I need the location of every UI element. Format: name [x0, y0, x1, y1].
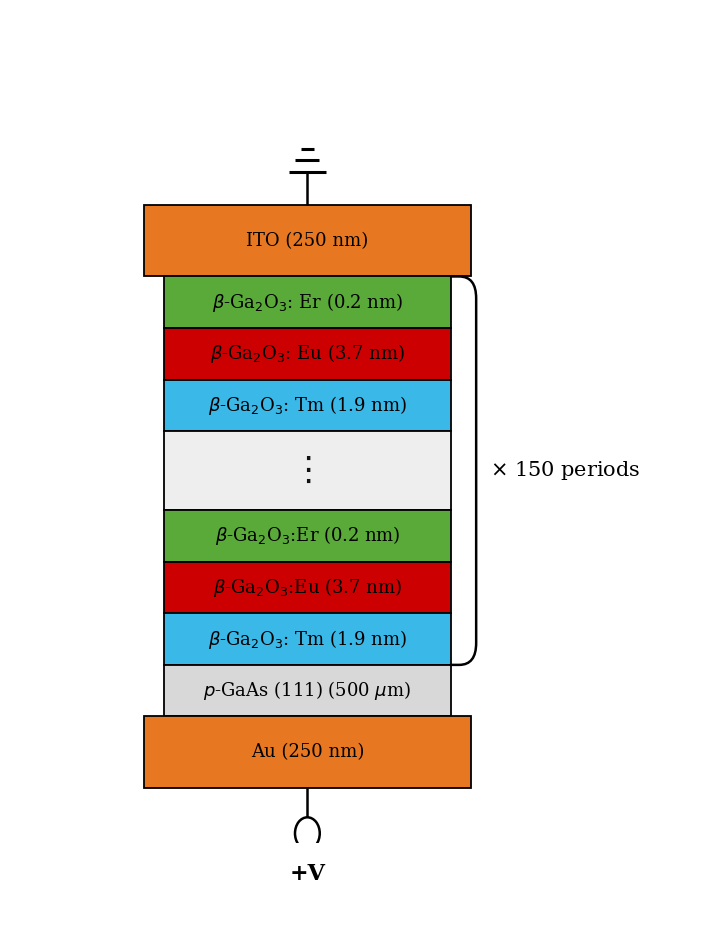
Bar — [164, 614, 451, 665]
Text: $p$-GaAs (111) (500 $\mu$m): $p$-GaAs (111) (500 $\mu$m) — [203, 679, 412, 702]
Bar — [164, 562, 451, 614]
Bar — [164, 328, 451, 380]
Text: $\beta$-Ga$_2$O$_3$: Er (0.2 nm): $\beta$-Ga$_2$O$_3$: Er (0.2 nm) — [212, 291, 403, 313]
Bar — [164, 665, 451, 717]
Text: $\beta$-Ga$_2$O$_3$:Eu (3.7 nm): $\beta$-Ga$_2$O$_3$:Eu (3.7 nm) — [213, 576, 402, 599]
Text: +V: +V — [290, 863, 325, 884]
Bar — [164, 380, 451, 431]
Text: Au (250 nm): Au (250 nm) — [250, 743, 364, 761]
Text: $\beta$-Ga$_2$O$_3$: Tm (1.9 nm): $\beta$-Ga$_2$O$_3$: Tm (1.9 nm) — [208, 394, 407, 417]
Text: ITO (250 nm): ITO (250 nm) — [246, 232, 369, 250]
Bar — [144, 717, 470, 788]
Bar — [164, 510, 451, 562]
Text: $\beta$-Ga$_2$O$_3$: Eu (3.7 nm): $\beta$-Ga$_2$O$_3$: Eu (3.7 nm) — [210, 343, 404, 366]
Bar — [144, 205, 470, 277]
Text: ⋮: ⋮ — [290, 455, 324, 487]
Text: $\beta$-Ga$_2$O$_3$:Er (0.2 nm): $\beta$-Ga$_2$O$_3$:Er (0.2 nm) — [215, 525, 400, 547]
Text: $\beta$-Ga$_2$O$_3$: Tm (1.9 nm): $\beta$-Ga$_2$O$_3$: Tm (1.9 nm) — [208, 628, 407, 651]
Bar — [164, 431, 451, 510]
Text: $\times$ 150 periods: $\times$ 150 periods — [490, 459, 641, 482]
Bar — [164, 277, 451, 328]
